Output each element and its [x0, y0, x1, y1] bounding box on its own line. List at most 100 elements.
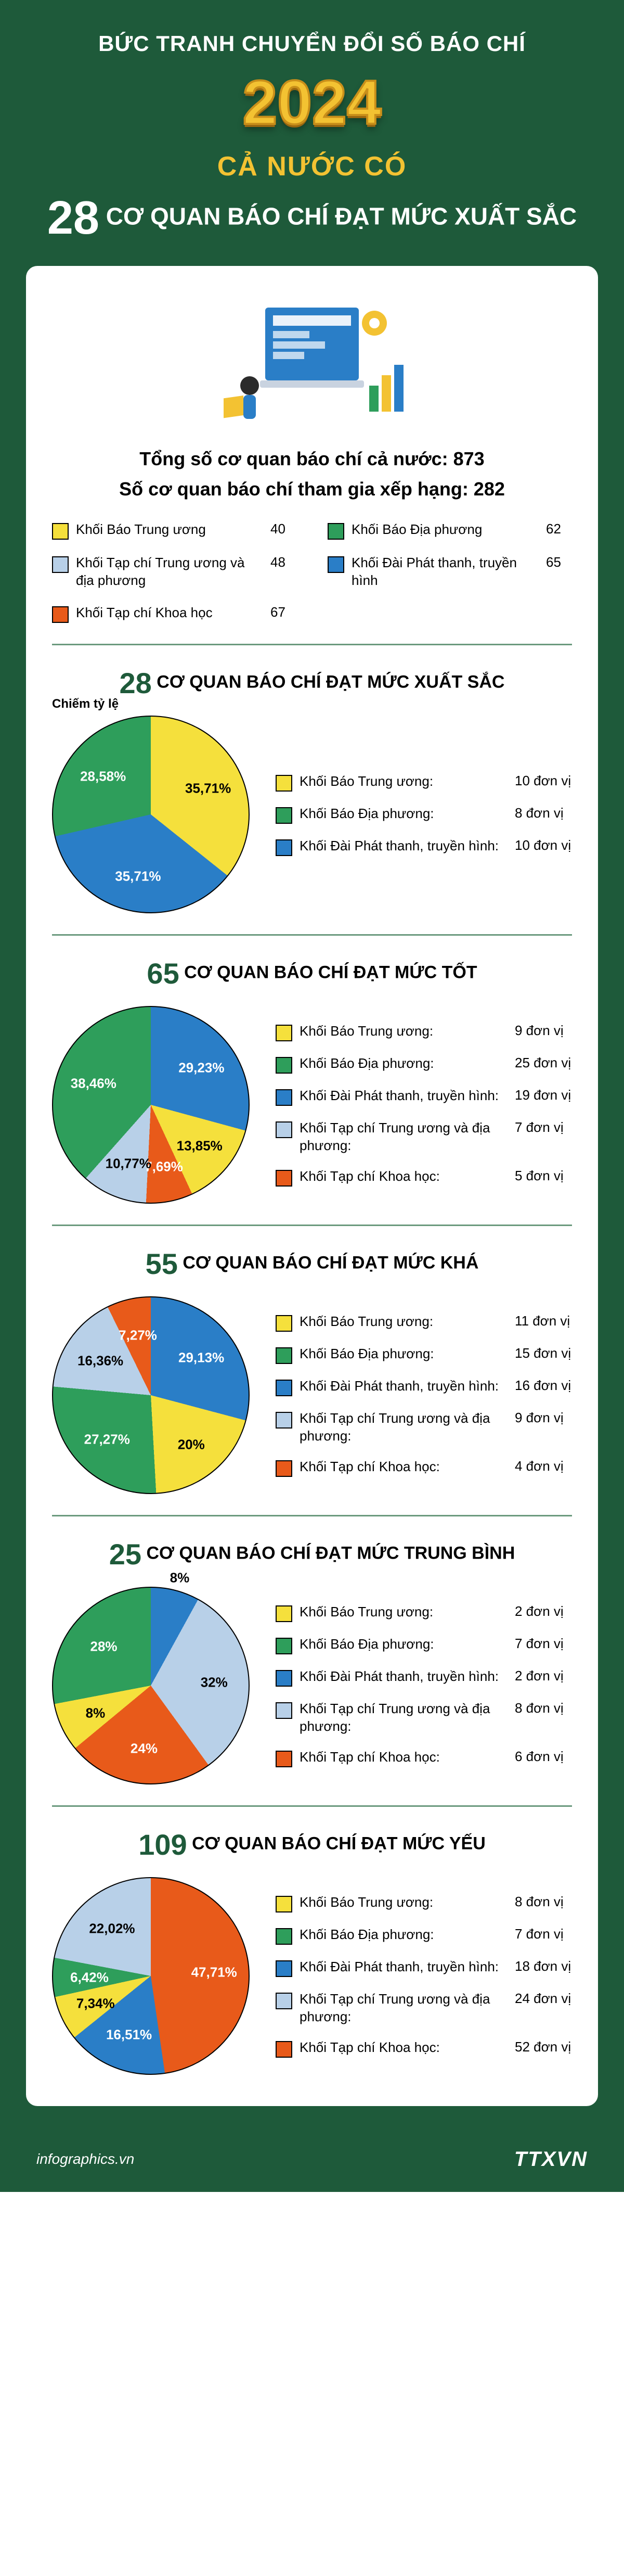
- section-title: 55 CƠ QUAN BÁO CHÍ ĐẠT MỨC KHÁ: [52, 1247, 572, 1281]
- section-title-big: 25: [109, 1538, 141, 1571]
- unit-item-trunguong: Khối Báo Trung ương: 2 đơn vị: [276, 1603, 572, 1622]
- section-title-rest: CƠ QUAN BÁO CHÍ ĐẠT MỨC YẾU: [187, 1833, 486, 1853]
- unit-left: Khối Tạp chí Khoa học:: [276, 1458, 504, 1477]
- pie-pct-label: 10,77%: [106, 1155, 151, 1171]
- legend-left: Khối Báo Địa phương: [328, 521, 536, 540]
- unit-left: Khối Tạp chí Khoa học:: [276, 2039, 504, 2058]
- swatch-icon: [276, 1702, 292, 1719]
- pie-chart: 35,71%35,71%28,58%: [52, 716, 250, 913]
- unit-left: Khối Báo Trung ương:: [276, 1894, 504, 1912]
- section-title: 25 CƠ QUAN BÁO CHÍ ĐẠT MỨC TRUNG BÌNH: [52, 1537, 572, 1571]
- unit-list: Khối Báo Trung ương: 11 đơn vị Khối Báo …: [276, 1313, 572, 1477]
- legend-count: 48: [270, 554, 296, 570]
- unit-label: Khối Báo Địa phương:: [300, 805, 434, 823]
- unit-left: Khối Đài Phát thanh, truyền hình:: [276, 837, 504, 856]
- swatch-icon: [52, 523, 69, 540]
- swatch-icon: [276, 1315, 292, 1332]
- swatch-icon: [276, 1751, 292, 1767]
- section-title-rest: CƠ QUAN BÁO CHÍ ĐẠT MỨC XUẤT SẮC: [152, 672, 505, 692]
- unit-count: 5 đơn vị: [515, 1168, 572, 1184]
- legend-count: 40: [270, 521, 296, 537]
- swatch-icon: [276, 1025, 292, 1041]
- pie-pct-label: 28%: [90, 1639, 118, 1655]
- legend-count: 62: [546, 521, 572, 537]
- unit-left: Khối Đài Phát thanh, truyền hình:: [276, 1087, 504, 1106]
- pie-pct-label: 16,36%: [77, 1353, 123, 1369]
- unit-left: Khối Báo Trung ương:: [276, 773, 504, 792]
- pie-pct-label: 13,85%: [177, 1138, 223, 1154]
- unit-item-trunguong: Khối Báo Trung ương: 9 đơn vị: [276, 1023, 572, 1041]
- unit-left: Khối Báo Địa phương:: [276, 1345, 504, 1364]
- unit-item-tapchi_kh: Khối Tạp chí Khoa học: 4 đơn vị: [276, 1458, 572, 1477]
- unit-item-tapchi_tw: Khối Tạp chí Trung ương và địa phương: 2…: [276, 1991, 572, 2026]
- pie-pct-label: 32%: [201, 1675, 228, 1691]
- unit-count: 18 đơn vị: [515, 1958, 572, 1974]
- legend-left: Khối Báo Trung ương: [52, 521, 260, 540]
- swatch-icon: [52, 556, 69, 573]
- unit-count: 6 đơn vị: [515, 1749, 572, 1765]
- unit-left: Khối Tạp chí Trung ương và địa phương:: [276, 1700, 504, 1736]
- swatch-icon: [276, 1605, 292, 1622]
- pie-pct-label: 35,71%: [185, 780, 231, 796]
- unit-item-trunguong: Khối Báo Trung ương: 8 đơn vị: [276, 1894, 572, 1912]
- swatch-icon: [276, 1460, 292, 1477]
- swatch-icon: [276, 1670, 292, 1687]
- unit-count: 8 đơn vị: [515, 1894, 572, 1910]
- unit-item-phatthanh: Khối Đài Phát thanh, truyền hình: 19 đơn…: [276, 1087, 572, 1106]
- unit-list: Khối Báo Trung ương: 10 đơn vị Khối Báo …: [276, 773, 572, 856]
- swatch-icon: [276, 1170, 292, 1187]
- unit-count: 7 đơn vị: [515, 1119, 572, 1136]
- section-title-big: 28: [120, 667, 152, 699]
- unit-label: Khối Báo Trung ương:: [300, 1603, 433, 1621]
- legend-label: Khối Báo Địa phương: [352, 521, 482, 539]
- unit-label: Khối Tạp chí Khoa học:: [300, 2039, 440, 2057]
- section-divider: [52, 1515, 572, 1516]
- unit-left: Khối Báo Địa phương:: [276, 1926, 504, 1945]
- header-line4-rest: CƠ QUAN BÁO CHÍ ĐẠT MỨC XUẤT SẮC: [99, 203, 577, 230]
- legend-left: Khối Đài Phát thanh, truyền hình: [328, 554, 536, 590]
- unit-left: Khối Tạp chí Trung ương và địa phương:: [276, 1991, 504, 2026]
- legend-count: 67: [270, 604, 296, 620]
- unit-count: 10 đơn vị: [515, 773, 572, 789]
- footer-logo: TTXVN: [514, 2148, 588, 2171]
- unit-item-tapchi_kh: Khối Tạp chí Khoa học: 52 đơn vị: [276, 2039, 572, 2058]
- unit-left: Khối Báo Trung ương:: [276, 1603, 504, 1622]
- unit-label: Khối Tạp chí Trung ương và địa phương:: [300, 1119, 504, 1155]
- unit-item-tapchi_tw: Khối Tạp chí Trung ương và địa phương: 8…: [276, 1700, 572, 1736]
- swatch-icon: [276, 1896, 292, 1912]
- unit-item-tapchi_kh: Khối Tạp chí Khoa học: 5 đơn vị: [276, 1168, 572, 1187]
- infographic-page: BỨC TRANH CHUYỂN ĐỔI SỐ BÁO CHÍ 2024 CẢ …: [0, 0, 624, 2192]
- unit-left: Khối Tạp chí Trung ương và địa phương:: [276, 1119, 504, 1155]
- unit-count: 2 đơn vị: [515, 1668, 572, 1684]
- unit-label: Khối Tạp chí Khoa học:: [300, 1749, 440, 1766]
- unit-item-diaphuong: Khối Báo Địa phương: 15 đơn vị: [276, 1345, 572, 1364]
- unit-count: 8 đơn vị: [515, 805, 572, 821]
- swatch-icon: [276, 1380, 292, 1396]
- unit-label: Khối Đài Phát thanh, truyền hình:: [300, 837, 499, 855]
- pie-pct-label: 24%: [131, 1740, 158, 1756]
- pie-row: 8%32%24%8%28% Khối Báo Trung ương: 2 đơn…: [52, 1587, 572, 1784]
- header-year: 2024: [21, 67, 603, 138]
- swatch-icon: [276, 1057, 292, 1074]
- pie-chart: 29,23%13,85%7,69%10,77%38,46%: [52, 1006, 250, 1204]
- swatch-icon: [276, 1347, 292, 1364]
- unit-left: Khối Tạp chí Trung ương và địa phương:: [276, 1410, 504, 1445]
- header-line4: 28 CƠ QUAN BÁO CHÍ ĐẠT MỨC XUẤT SẮC: [21, 192, 603, 245]
- unit-label: Khối Báo Trung ương:: [300, 1894, 433, 1911]
- swatch-icon: [276, 839, 292, 856]
- pie-pct-label: 7,27%: [119, 1327, 157, 1343]
- unit-label: Khối Báo Trung ương:: [300, 773, 433, 790]
- unit-item-tapchi_tw: Khối Tạp chí Trung ương và địa phương: 7…: [276, 1119, 572, 1155]
- unit-left: Khối Báo Trung ương:: [276, 1313, 504, 1332]
- unit-label: Khối Báo Địa phương:: [300, 1055, 434, 1073]
- header: BỨC TRANH CHUYỂN ĐỔI SỐ BÁO CHÍ 2024 CẢ …: [0, 0, 624, 266]
- pie-pct-label: 16,51%: [106, 2027, 152, 2043]
- unit-left: Khối Báo Địa phương:: [276, 805, 504, 824]
- unit-list: Khối Báo Trung ương: 9 đơn vị Khối Báo Đ…: [276, 1023, 572, 1187]
- summary-ranked: Số cơ quan báo chí tham gia xếp hạng: 28…: [52, 478, 572, 500]
- unit-item-diaphuong: Khối Báo Địa phương: 7 đơn vị: [276, 1636, 572, 1654]
- unit-count: 10 đơn vị: [515, 837, 572, 853]
- pie-column: 29,23%13,85%7,69%10,77%38,46%: [52, 1006, 250, 1204]
- category-legend: Khối Báo Trung ương 40 Khối Báo Địa phươ…: [52, 521, 572, 623]
- section-divider: [52, 1805, 572, 1807]
